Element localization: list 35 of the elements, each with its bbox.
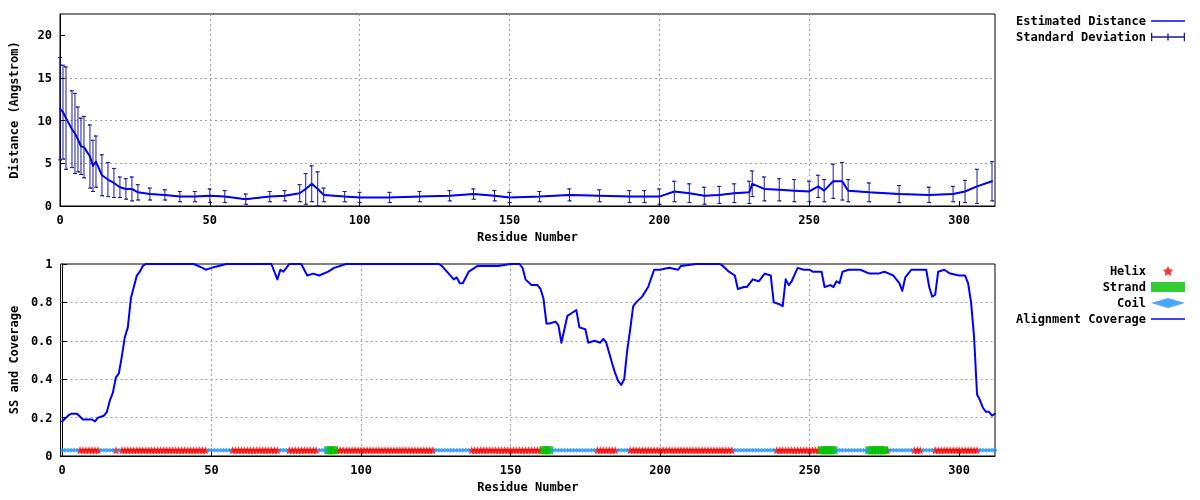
x-tick-label: 200: [648, 213, 671, 227]
x-tick-label: 50: [202, 213, 218, 227]
legend-label: Alignment Coverage: [1015, 312, 1146, 326]
y-tick-label: 0.8: [30, 295, 53, 310]
y-tick-label: 5: [44, 156, 52, 171]
y-tick-label: 20: [37, 28, 52, 43]
y-tick-label: 0.4: [30, 372, 53, 387]
y-tick-label: 0: [45, 449, 53, 463]
y-tick-label: 15: [37, 71, 52, 85]
legend-label: Standard Deviation: [1015, 30, 1146, 44]
x-tick-label: 300: [948, 463, 970, 477]
y-tick-label: 0: [44, 199, 52, 213]
legend-label: Estimated Distance: [1015, 14, 1146, 28]
x-tick-label: 0: [58, 463, 66, 477]
y-axis-title: SS and Coverage: [7, 305, 21, 415]
legend-label: Strand: [1102, 280, 1146, 294]
y-axis-title: Distance (Angstrom): [7, 41, 21, 179]
x-tick-label: 300: [948, 213, 970, 227]
x-axis-title: Residue Number: [476, 229, 579, 244]
y-tick-label: 0.6: [30, 333, 53, 348]
x-tick-label: 250: [798, 463, 821, 477]
y-tick-label: 0.2: [30, 410, 53, 425]
y-tick-label: 1: [45, 257, 53, 271]
x-axis-title: Residue Number: [477, 479, 579, 494]
x-tick-label: 150: [498, 213, 521, 227]
x-tick-label: 250: [798, 213, 821, 227]
legend-label: Helix: [1109, 264, 1146, 278]
x-tick-label: 100: [350, 463, 372, 477]
x-tick-label: 150: [499, 463, 522, 477]
x-tick-label: 0: [56, 213, 64, 227]
x-tick-label: 100: [348, 213, 371, 227]
x-tick-label: 200: [649, 463, 671, 477]
y-tick-label: 10: [37, 113, 52, 128]
legend-label: Coil: [1117, 296, 1146, 310]
x-tick-label: 50: [204, 463, 219, 477]
